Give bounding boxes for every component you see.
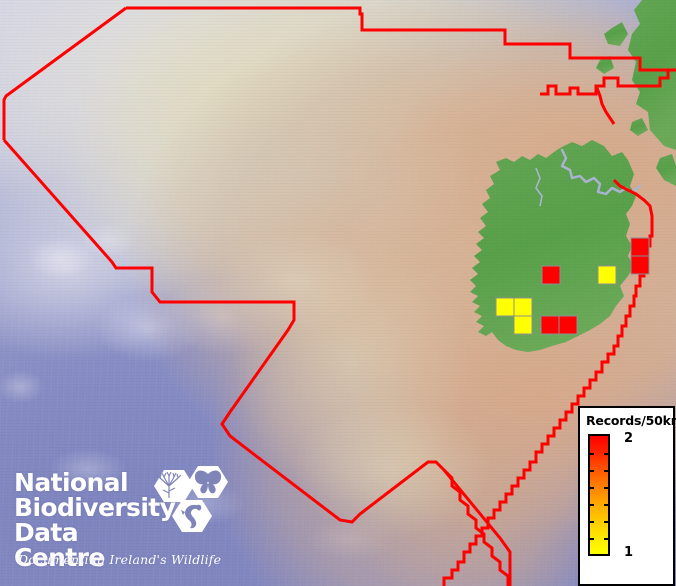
logo-line-3: Data Centre bbox=[14, 518, 105, 572]
legend-bar-wrap: 2 1 bbox=[588, 431, 673, 560]
record-square bbox=[540, 315, 560, 335]
eez-boundary-northwest bbox=[2, 6, 127, 140]
eez-boundary-west bbox=[2, 139, 512, 586]
eez-boundary-south bbox=[442, 468, 510, 586]
legend-panel: Records/50km 2 1 bbox=[578, 406, 676, 586]
eez-boundary-to-north-channel bbox=[595, 87, 616, 125]
logo-tagline: Documenting Ireland's Wildlife bbox=[18, 552, 222, 567]
scotland-landmass bbox=[596, 0, 676, 186]
record-square bbox=[541, 265, 561, 285]
eez-boundary-scotland-link bbox=[540, 84, 582, 96]
logo-line-1: National bbox=[14, 468, 129, 497]
record-square bbox=[495, 297, 515, 317]
eez-boundary-northeast bbox=[582, 68, 676, 96]
seahorse-icon bbox=[172, 500, 212, 532]
record-square bbox=[558, 315, 578, 335]
eez-boundary-line bbox=[126, 6, 676, 72]
northern-ireland-border bbox=[560, 148, 642, 196]
legend-min-label: 1 bbox=[624, 545, 634, 560]
record-square bbox=[630, 255, 650, 275]
record-square bbox=[513, 315, 533, 335]
record-square bbox=[630, 237, 650, 257]
legend-title: Records/50km bbox=[586, 413, 676, 428]
legend-max-label: 2 bbox=[624, 431, 634, 446]
logo-mark bbox=[154, 466, 228, 532]
butterfly-icon bbox=[188, 466, 228, 498]
record-square bbox=[597, 265, 617, 285]
logo-line-2: Biodiversity bbox=[14, 493, 176, 522]
record-square bbox=[513, 297, 533, 317]
legend-gradient-bar bbox=[588, 434, 610, 556]
logo-wordmark: National Biodiversity Data Centre bbox=[14, 468, 176, 572]
nbdc-logo: National Biodiversity Data Centre Docume… bbox=[14, 466, 229, 578]
plant-icon bbox=[154, 470, 194, 502]
river-shannon bbox=[535, 167, 543, 207]
